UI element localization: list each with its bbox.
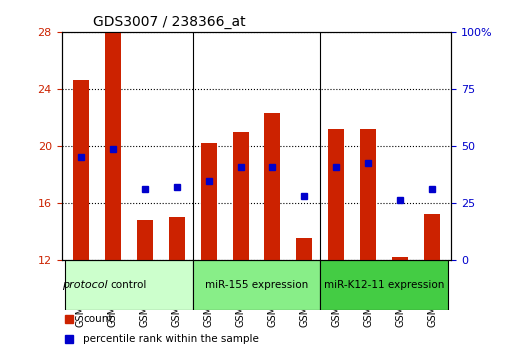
Text: miR-K12-11 expression: miR-K12-11 expression — [324, 280, 445, 290]
Text: GDS3007 / 238366_at: GDS3007 / 238366_at — [93, 16, 245, 29]
Text: count: count — [83, 314, 112, 324]
Bar — [169, 217, 185, 260]
Bar — [73, 80, 89, 260]
FancyBboxPatch shape — [65, 260, 192, 310]
Text: miR-155 expression: miR-155 expression — [205, 280, 308, 290]
Text: percentile rank within the sample: percentile rank within the sample — [83, 335, 259, 344]
Bar — [201, 143, 216, 260]
Bar — [265, 113, 281, 260]
Bar — [424, 214, 440, 260]
Text: control: control — [110, 280, 147, 290]
Bar — [232, 132, 248, 260]
Bar — [297, 239, 312, 260]
FancyBboxPatch shape — [192, 260, 321, 310]
Bar — [136, 220, 153, 260]
Bar — [105, 32, 121, 260]
Bar — [328, 129, 344, 260]
Text: protocol: protocol — [62, 280, 108, 290]
FancyBboxPatch shape — [321, 260, 448, 310]
Bar — [360, 129, 377, 260]
Bar — [392, 257, 408, 260]
